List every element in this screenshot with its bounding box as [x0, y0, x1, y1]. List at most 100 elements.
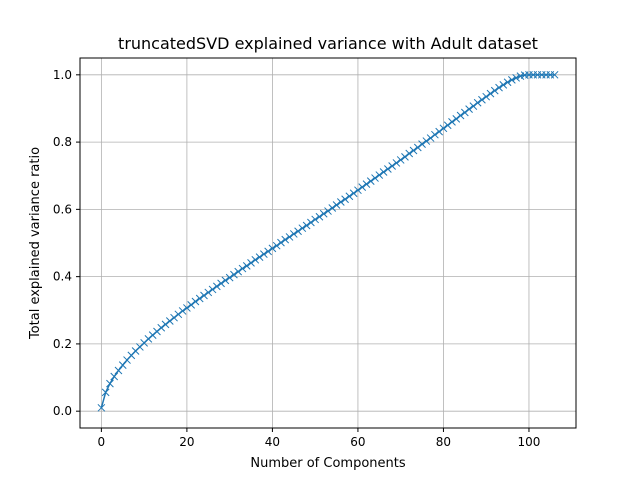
x-tick-label: 80: [436, 435, 451, 449]
x-axis-label: Number of Components: [250, 456, 405, 471]
x-tick-label: 0: [98, 435, 106, 449]
y-tick-label: 1.0: [53, 68, 72, 82]
data-point-marker: [118, 361, 127, 369]
data-point-marker: [426, 134, 435, 142]
data-point-marker: [371, 174, 379, 182]
data-point-marker: [465, 105, 473, 113]
data-point-marker: [319, 209, 328, 218]
data-point-marker: [439, 124, 448, 133]
data-point-marker: [101, 388, 110, 397]
x-tick-label: 100: [518, 435, 541, 449]
data-point-marker: [362, 180, 371, 188]
data-point-marker: [392, 159, 401, 167]
data-point-marker: [187, 301, 196, 309]
data-point-marker: [183, 304, 191, 312]
data-point-marker: [336, 198, 345, 206]
x-tick-label: 40: [265, 435, 280, 449]
data-point-marker: [277, 238, 285, 247]
data-point-marker: [302, 221, 311, 230]
data-point-marker: [384, 165, 392, 173]
data-point-marker: [401, 153, 409, 161]
data-point-marker: [503, 78, 512, 87]
data-point-marker: [478, 95, 486, 104]
data-point-marker: [247, 258, 255, 267]
data-point-marker: [358, 183, 367, 192]
data-point-marker: [396, 156, 405, 164]
data-point-marker: [452, 115, 461, 123]
data-point-marker: [422, 137, 431, 145]
data-point-marker: [294, 227, 302, 236]
data-point-marker: [307, 218, 315, 227]
data-point-marker: [221, 276, 230, 285]
data-point-marker: [349, 189, 358, 198]
data-point-marker: [460, 108, 469, 117]
data-point-marker: [208, 285, 217, 294]
data-point-marker: [114, 366, 123, 375]
x-tick-label: 60: [350, 435, 365, 449]
data-point-marker: [289, 230, 298, 238]
data-point-marker: [217, 279, 225, 288]
data-point-marker: [178, 307, 187, 315]
data-point-marker: [298, 224, 307, 233]
y-axis-ticks: 0.0 0.2 0.4 0.6 0.8 1.0: [53, 68, 80, 418]
x-axis-ticks: 0 20 40 60 80 100: [98, 428, 541, 449]
data-point-marker: [413, 143, 422, 152]
data-point-marker: [495, 83, 503, 92]
data-point-marker: [268, 244, 277, 253]
data-point-marker: [482, 92, 491, 101]
chart-title: truncatedSVD explained variance with Adu…: [118, 34, 538, 53]
data-point-marker: [272, 241, 281, 250]
data-point-marker: [345, 192, 354, 201]
data-point-marker: [204, 288, 213, 297]
plot-area: [80, 58, 576, 428]
data-point-marker: [473, 98, 482, 107]
data-point-marker: [512, 73, 520, 82]
data-point-marker: [409, 146, 418, 155]
data-point-marker: [341, 195, 349, 204]
data-point-marker: [388, 162, 396, 170]
data-point-marker: [405, 149, 414, 158]
data-point-marker: [255, 253, 264, 261]
data-point-marker: [191, 297, 200, 306]
data-point-marker: [486, 89, 495, 98]
data-point-marker: [165, 317, 174, 325]
data-point-marker: [260, 250, 268, 258]
data-point-marker: [324, 207, 332, 215]
data-point-marker: [212, 282, 221, 291]
plot-frame: [79, 57, 577, 429]
data-point-marker: [157, 323, 166, 332]
data-point-marker: [225, 273, 234, 282]
y-axis-label: Total explained variance ratio: [28, 147, 43, 340]
data-point-marker: [285, 233, 294, 241]
y-tick-label: 0.8: [53, 135, 72, 149]
y-tick-label: 0.2: [53, 337, 72, 351]
data-point-marker: [106, 379, 114, 388]
data-point-marker: [379, 168, 388, 176]
data-point-marker: [328, 204, 337, 212]
data-point-marker: [161, 320, 170, 329]
x-tick-label: 20: [179, 435, 194, 449]
data-point-marker: [170, 313, 178, 322]
data-point-marker: [508, 76, 516, 84]
data-point-marker: [490, 86, 499, 95]
data-point-marker: [311, 215, 320, 224]
data-point-marker: [456, 111, 465, 120]
data-point-marker: [281, 235, 290, 244]
data-point-marker: [238, 264, 247, 273]
data-point-marker: [230, 270, 238, 279]
y-tick-label: 0.0: [53, 404, 72, 418]
data-point-marker: [418, 140, 426, 148]
data-point-marker: [315, 212, 324, 221]
data-point-marker: [469, 102, 478, 110]
data-point-marker: [366, 177, 375, 185]
data-point-marker: [435, 127, 444, 136]
data-point-marker: [97, 403, 106, 412]
data-point-marker: [174, 310, 183, 319]
data-point-marker: [242, 262, 251, 270]
data-point-marker: [200, 291, 208, 300]
data-point-marker: [195, 294, 204, 303]
data-point-marker: [354, 186, 362, 195]
series-line-group: [97, 70, 559, 412]
data-point-marker: [550, 70, 559, 79]
y-tick-label: 0.4: [53, 270, 72, 284]
